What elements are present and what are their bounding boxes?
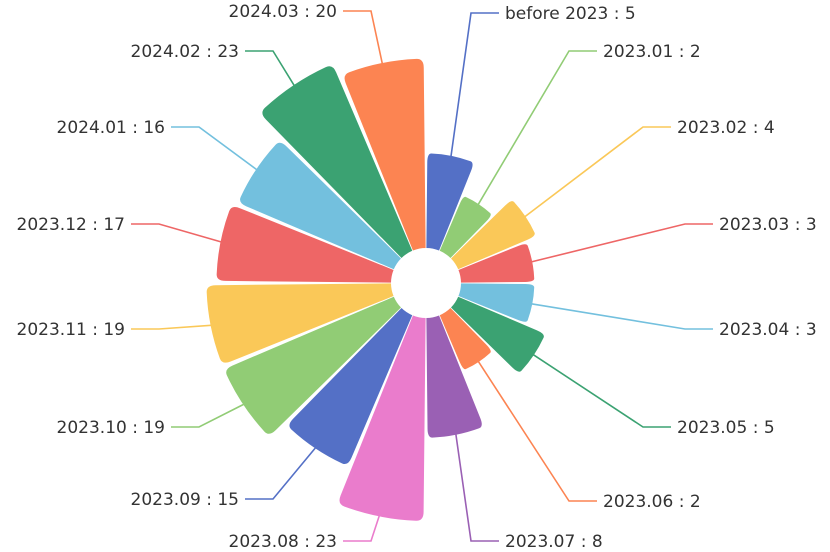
slice-2023-07[interactable] <box>426 315 482 438</box>
leader-line <box>528 223 713 264</box>
slice-label: 2023.11 : 19 <box>17 320 125 340</box>
slice-labels: before 2023 : 5 2023.01 : 2 2023.02 : 4 202… <box>17 2 817 552</box>
label-leader-lines <box>131 10 713 542</box>
slice-label: 2023.07 : 8 <box>505 532 603 552</box>
slice-label: 2024.02 : 23 <box>131 42 239 62</box>
slice-label: 2023.10 : 19 <box>57 418 165 438</box>
leader-line <box>530 352 671 428</box>
slice-2023-05[interactable] <box>451 296 544 372</box>
leader-line <box>475 358 597 502</box>
leader-line <box>171 126 260 173</box>
slice-2024-01[interactable] <box>240 142 401 270</box>
slice-2024-02[interactable] <box>262 66 413 258</box>
slice-2023-03[interactable] <box>458 244 535 283</box>
slice-label: 2024.03 : 20 <box>229 2 337 22</box>
leader-line <box>131 223 225 244</box>
leader-line <box>245 444 319 500</box>
slice-label: 2023.01 : 2 <box>603 42 701 62</box>
leader-line <box>521 126 671 220</box>
slice-2023-01[interactable] <box>439 196 491 258</box>
slice-label: 2023.06 : 2 <box>603 492 701 512</box>
leader-line <box>245 50 297 89</box>
slice-2023-10[interactable] <box>226 296 401 434</box>
slice-label: 2024.01 : 16 <box>57 118 165 138</box>
leader-line <box>343 512 382 542</box>
leader-line <box>449 12 499 160</box>
leader-line <box>131 324 215 330</box>
slice-label: before 2023 : 5 <box>505 4 636 24</box>
slice-2023-08[interactable] <box>339 315 426 521</box>
slice-label: 2023.08 : 23 <box>229 532 337 552</box>
leader-line <box>171 402 248 428</box>
slice-label: 2023.04 : 3 <box>719 320 817 340</box>
slice-label: 2023.03 : 3 <box>719 215 817 235</box>
slice-label: 2023.12 : 17 <box>17 215 125 235</box>
slice-2024-03[interactable] <box>344 58 426 251</box>
rose-slices <box>206 58 544 521</box>
slice-label: 2023.02 : 4 <box>677 118 775 138</box>
slice-2023-04[interactable] <box>458 283 535 322</box>
slice-2023-11[interactable] <box>206 283 394 363</box>
leader-line <box>454 430 499 542</box>
slice-2023-02[interactable] <box>451 201 535 270</box>
slice-2023-09[interactable] <box>289 308 413 465</box>
leader-line <box>475 50 597 208</box>
slice-label: 2023.05 : 5 <box>677 418 775 438</box>
slice-label: 2023.09 : 15 <box>131 490 239 510</box>
slice-2023-06[interactable] <box>439 308 491 370</box>
slice-before-2023[interactable] <box>426 153 473 251</box>
leader-line <box>528 302 713 330</box>
leader-line <box>343 10 384 68</box>
slice-2023-12[interactable] <box>216 207 394 283</box>
